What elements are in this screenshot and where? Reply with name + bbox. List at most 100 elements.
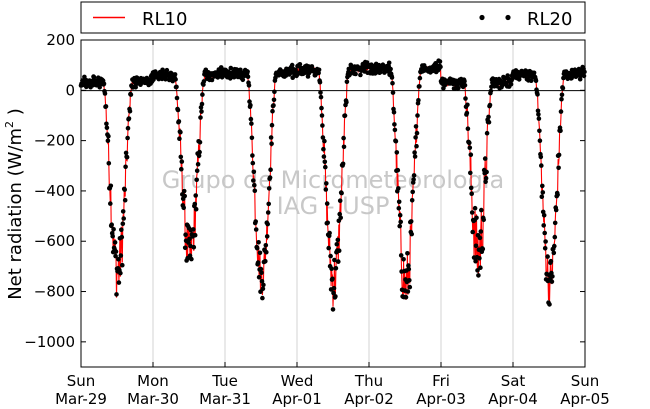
series-rl20-point-843 [483, 179, 488, 185]
series-rl20-point-170 [160, 67, 165, 73]
series-rl20-point-660 [395, 167, 401, 173]
series-rl20-point-1001 [559, 96, 564, 102]
series-rl20-point-953 [536, 112, 541, 117]
series-rl20-point-531 [333, 266, 339, 271]
y-axis-label: Net radiation (W/m2 ) [3, 108, 26, 300]
series-rl20-point-1048 [581, 73, 587, 79]
series-rl20-point-958 [538, 154, 544, 160]
series-rl20-point-248 [197, 140, 203, 145]
series-rl20-point-355 [249, 121, 254, 126]
series-rl20-point-385 [263, 243, 269, 248]
series-rl20-point-57 [106, 133, 111, 139]
series-rl20-point-938 [528, 78, 534, 83]
series-rl20-point-200 [174, 95, 180, 101]
series-rl20-point-518 [327, 230, 332, 236]
series-rl20-point-693 [411, 177, 416, 182]
series-rl20-point-93 [123, 164, 128, 170]
series-rl20-point-54 [104, 125, 110, 130]
series-rl20-point-546 [340, 161, 346, 167]
x-tick-day-1: Mon [137, 372, 169, 390]
series-rl20-point-74 [114, 292, 119, 297]
series-rl20-point-359 [251, 178, 256, 183]
series-rl20-point-981 [549, 279, 555, 284]
series-rl20-point-689 [409, 231, 415, 237]
series-rl20-point-684 [407, 278, 412, 283]
y-tick-label-0: 200 [46, 31, 75, 49]
series-rl20-point-810 [467, 145, 473, 150]
series-rl20-point-511 [324, 181, 329, 186]
legend-swatch-rl20-dot-1 [479, 14, 485, 21]
series-rl20-point-239 [193, 193, 198, 198]
x-tick-day-3: Wed [281, 372, 314, 390]
series-rl20-point-61 [108, 201, 113, 206]
series-rl20-point-500 [318, 94, 324, 100]
series-rl20-point-682 [406, 263, 411, 268]
plot-frame [80, 39, 586, 368]
series-rl20-point-251 [199, 109, 204, 114]
series-rl20-point-87 [120, 221, 126, 226]
series-rl20-point-378 [260, 295, 265, 301]
series-rl20-point-535 [335, 237, 341, 243]
series-rl20-point-663 [396, 199, 402, 205]
series-rl20-point-801 [463, 96, 468, 101]
series-rl20-point-834 [479, 207, 484, 213]
series-rl20-point-509 [323, 164, 328, 170]
series-rl20-point-375 [258, 266, 264, 272]
series-rl20-point-830 [477, 255, 482, 261]
series-rl20-point-650 [390, 90, 396, 95]
y-tick-label-2: −200 [34, 132, 75, 150]
series-rl20-point-357 [250, 153, 255, 158]
series-rl20-point-530 [333, 294, 338, 299]
series-rl20-point-516 [326, 245, 332, 251]
series-rl20-point-811 [468, 170, 473, 176]
series-layer [78, 58, 587, 312]
series-rl20-point-358 [250, 160, 256, 166]
series-rl20-point-645 [388, 66, 393, 72]
y-axis-label-main: Net radiation (W/m [5, 128, 26, 300]
series-rl20-point-202 [175, 107, 181, 113]
series-rl20-point-58 [106, 161, 112, 166]
series-rl20-point-955 [537, 128, 542, 134]
series-rl20-point-498 [317, 79, 323, 85]
series-rl20-point-951 [535, 92, 540, 97]
series-rl20-point-683 [406, 266, 412, 272]
series-rl20-point-539 [337, 211, 343, 217]
series-rl20-point-982 [550, 274, 555, 279]
series-rl20-point-39 [97, 85, 102, 90]
x-tick-date-1: Mar-30 [127, 390, 179, 408]
series-rl20-point-365 [253, 227, 259, 232]
series-rl20-point-241 [194, 177, 199, 183]
series-rl20-point-672 [401, 257, 406, 262]
series-rl20-point-965 [541, 213, 547, 218]
series-rl20-point-536 [336, 259, 341, 264]
series-rl20-point-525 [330, 307, 336, 312]
series-rl20-point-806 [465, 126, 471, 131]
series-rl20-point-572 [353, 71, 358, 77]
series-rl20-point-447 [293, 67, 298, 73]
series-rl20-point-749 [438, 64, 443, 70]
series-rl20-point-696 [412, 154, 418, 159]
series-rl20-point-246 [196, 153, 202, 159]
series-rl20-point-954 [536, 116, 542, 121]
series-rl20-point-695 [412, 150, 417, 155]
series-rl20-point-842 [482, 156, 488, 161]
series-rl20-point-995 [556, 165, 561, 171]
series-rl20-point-337 [240, 77, 246, 83]
series-rl20-point-661 [396, 186, 401, 191]
series-rl20-point-666 [398, 219, 404, 225]
series-rl20-point-83 [118, 253, 124, 258]
series-rl20-point-514 [325, 220, 331, 226]
series-rl20-point-508 [322, 159, 328, 165]
series-rl20-point-541 [338, 215, 344, 220]
series-rl20-point-844 [483, 175, 489, 181]
series-rl20-point-507 [322, 138, 327, 144]
series-rl20-point-402 [271, 97, 277, 103]
series-rl20-point-986 [552, 243, 557, 249]
series-rl20-point-533 [334, 242, 340, 247]
series-rl20-point-501 [319, 105, 324, 111]
series-rl20-point-244 [195, 162, 201, 167]
series-rl20-point-235 [191, 244, 197, 250]
series-rl20-point-701 [415, 113, 420, 118]
series-rl20-point-218 [183, 232, 188, 237]
series-rl20-point-896 [508, 81, 514, 87]
